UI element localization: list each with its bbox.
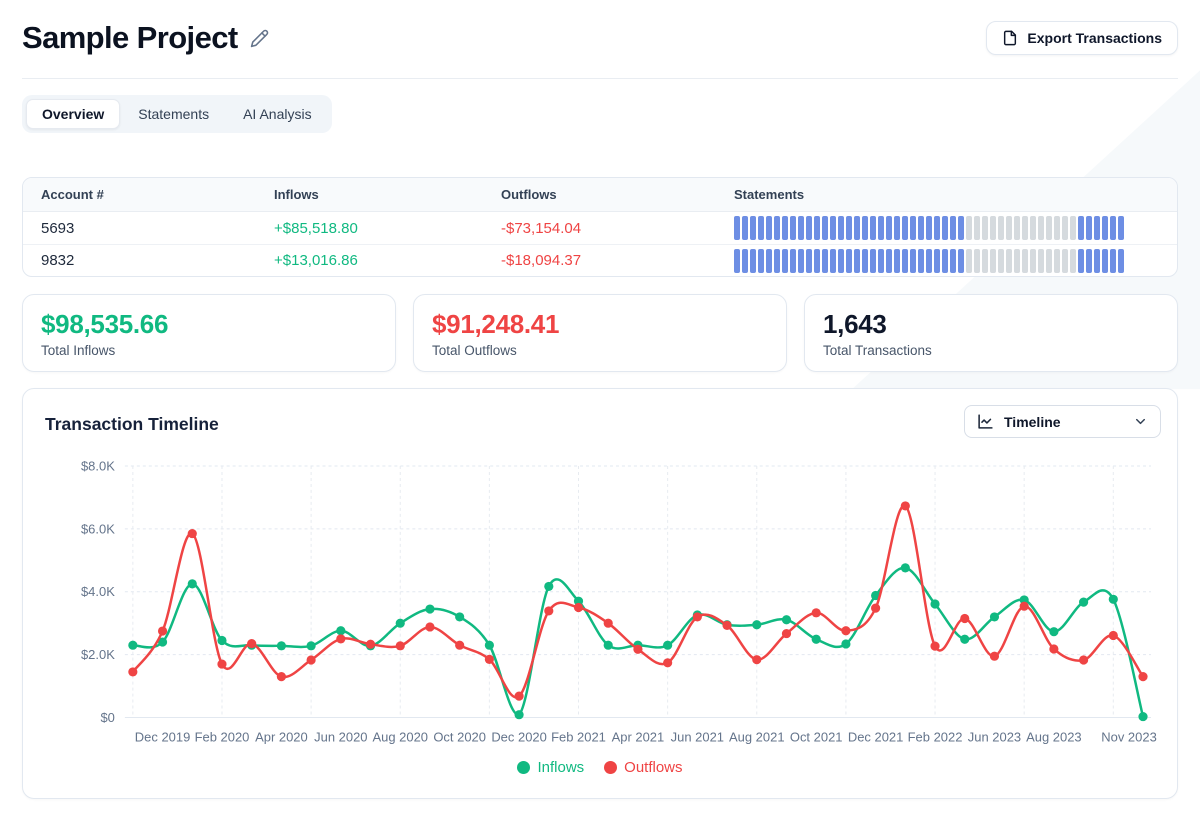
accounts-table: Account # Inflows Outflows Statements 56… xyxy=(22,177,1178,277)
col-header-inflows: Inflows xyxy=(274,187,319,202)
total-outflows-card: $91,248.41 Total Outflows xyxy=(413,294,787,372)
svg-text:Oct 2021: Oct 2021 xyxy=(790,729,843,744)
svg-text:Jun 2023: Jun 2023 xyxy=(968,729,1021,744)
account-number: 9832 xyxy=(41,252,75,269)
svg-text:$2.0K: $2.0K xyxy=(81,647,115,662)
chart-legend: Inflows Outflows xyxy=(39,759,1161,776)
table-row[interactable]: 5693 +$85,518.80 -$73,154.04 xyxy=(23,212,1177,244)
table-row[interactable]: 9832 +$13,016.86 -$18,094.37 xyxy=(23,244,1177,276)
total-transactions-label: Total Transactions xyxy=(823,343,932,358)
svg-text:Feb 2021: Feb 2021 xyxy=(551,729,606,744)
svg-text:Aug 2021: Aug 2021 xyxy=(729,729,785,744)
line-chart-icon xyxy=(977,413,994,430)
svg-text:Dec 2019: Dec 2019 xyxy=(135,729,191,744)
chevron-down-icon xyxy=(1133,414,1148,429)
file-icon xyxy=(1002,30,1018,46)
tab-ai-analysis[interactable]: AI Analysis xyxy=(243,106,312,122)
chart-title: Transaction Timeline xyxy=(45,414,219,434)
account-inflow: +$85,518.80 xyxy=(274,219,358,237)
col-header-account: Account # xyxy=(41,187,104,202)
svg-text:Apr 2020: Apr 2020 xyxy=(255,729,308,744)
total-inflows-value: $98,535.66 xyxy=(41,309,169,339)
svg-text:Jun 2021: Jun 2021 xyxy=(671,729,724,744)
header-divider xyxy=(22,78,1178,79)
total-inflows-card: $98,535.66 Total Inflows xyxy=(22,294,396,372)
inflows-legend-label: Inflows xyxy=(537,759,585,777)
svg-text:Feb 2020: Feb 2020 xyxy=(195,729,250,744)
chart-type-selected-value: Timeline xyxy=(1004,413,1061,430)
tab-overview[interactable]: Overview xyxy=(26,99,121,129)
timeline-line-chart[interactable]: $0 $2.0K $4.0K $6.0K $8.0K Dec 2019 Feb 2020 Ap… xyxy=(39,454,1161,755)
col-header-outflows: Outflows xyxy=(501,187,557,202)
outflows-legend-dot xyxy=(604,761,618,775)
statement-bars xyxy=(734,248,1124,273)
accounts-table-header: Account # Inflows Outflows Statements xyxy=(23,178,1177,212)
total-inflows-label: Total Inflows xyxy=(41,343,116,358)
col-header-statements: Statements xyxy=(734,187,805,202)
page-header: Sample Project Export Transactions xyxy=(22,0,1178,56)
total-transactions-card: 1,643 Total Transactions xyxy=(804,294,1178,372)
edit-title-pencil-icon[interactable] xyxy=(250,29,269,48)
svg-text:Dec 2021: Dec 2021 xyxy=(848,729,904,744)
svg-text:Apr 2021: Apr 2021 xyxy=(612,729,665,744)
transaction-timeline-card: Transaction Timeline Timeline $0 $2.0K $4.… xyxy=(22,388,1178,800)
statement-bars xyxy=(734,216,1124,240)
total-transactions-value: 1,643 xyxy=(823,309,887,339)
svg-text:Dec 2020: Dec 2020 xyxy=(491,729,547,744)
svg-text:$8.0K: $8.0K xyxy=(81,458,115,473)
total-outflows-label: Total Outflows xyxy=(432,343,517,358)
account-outflow: -$18,094.37 xyxy=(501,252,582,269)
tab-statements[interactable]: Statements xyxy=(138,106,210,122)
view-tabs: Overview Statements AI Analysis xyxy=(22,95,332,133)
svg-text:$0: $0 xyxy=(100,710,114,725)
svg-text:Aug 2023: Aug 2023 xyxy=(1026,729,1082,744)
total-outflows-value: $91,248.41 xyxy=(432,309,560,339)
chart-type-select[interactable]: Timeline xyxy=(964,405,1161,438)
svg-text:Nov 2023: Nov 2023 xyxy=(1101,729,1157,744)
page-title: Sample Project xyxy=(22,20,238,55)
export-transactions-button[interactable]: Export Transactions xyxy=(986,21,1178,55)
account-outflow: -$73,154.04 xyxy=(501,219,582,237)
inflows-legend-dot xyxy=(517,761,531,775)
summary-cards: $98,535.66 Total Inflows $91,248.41 Tota… xyxy=(22,294,1178,372)
account-inflow: +$13,016.86 xyxy=(274,252,358,269)
svg-text:$4.0K: $4.0K xyxy=(81,584,115,599)
svg-text:$6.0K: $6.0K xyxy=(81,521,115,536)
svg-text:Aug 2020: Aug 2020 xyxy=(372,729,428,744)
svg-text:Feb 2022: Feb 2022 xyxy=(908,729,963,744)
legend-inflows[interactable]: Inflows xyxy=(517,759,584,776)
export-button-label: Export Transactions xyxy=(1027,30,1162,46)
svg-text:Oct 2020: Oct 2020 xyxy=(433,729,486,744)
svg-text:Jun 2020: Jun 2020 xyxy=(314,729,367,744)
account-number: 5693 xyxy=(41,219,75,237)
outflows-legend-label: Outflows xyxy=(624,759,683,777)
legend-outflows[interactable]: Outflows xyxy=(604,759,683,777)
